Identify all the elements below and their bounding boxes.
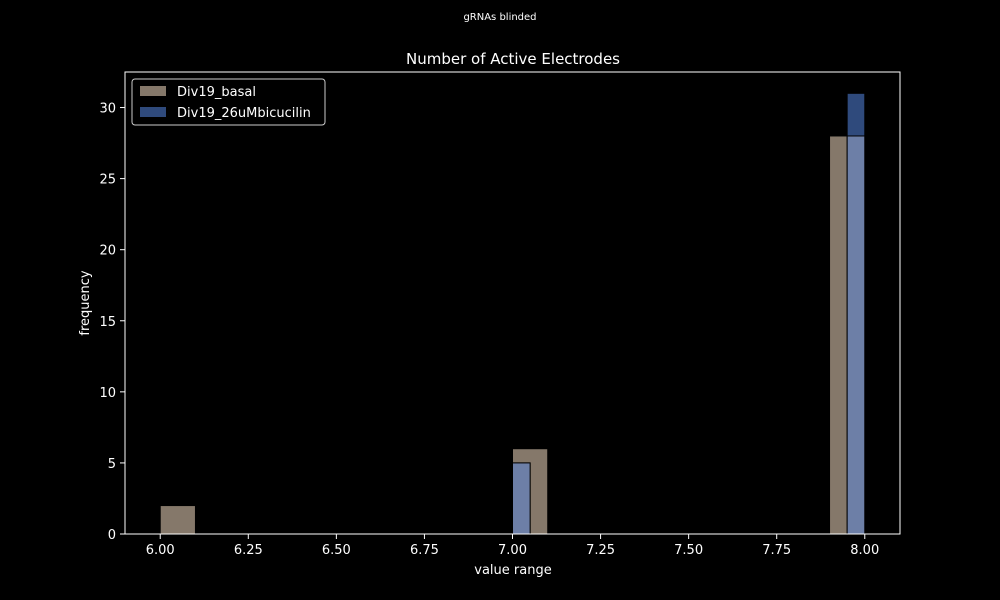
- y-tick-label: 25: [99, 173, 116, 188]
- y-tick-label: 10: [99, 386, 116, 401]
- x-axis-label: value range: [474, 563, 551, 578]
- x-tick-label: 7.75: [762, 543, 791, 558]
- x-tick-label: 8.00: [850, 543, 879, 558]
- y-tick-label: 30: [99, 102, 116, 117]
- histogram-bars: [159, 92, 866, 535]
- y-axis-ticks: 0 5 10 15 20 25 30: [99, 102, 125, 543]
- y-tick-label: 5: [108, 457, 116, 472]
- legend-label-div19-26umbicucilin: Div19_26uMbicucilin: [177, 106, 311, 121]
- chart-title: Number of Active Electrodes: [406, 50, 620, 68]
- x-tick-label: 7.25: [586, 543, 615, 558]
- figure-suptitle: gRNAs blinded: [463, 12, 536, 23]
- x-tick-label: 6.25: [234, 543, 263, 558]
- bar-overlap-1: [846, 135, 866, 535]
- y-tick-label: 15: [99, 315, 116, 330]
- x-tick-label: 6.50: [322, 543, 351, 558]
- legend-swatch-div19-26umbicucilin: [140, 107, 166, 117]
- bar-div19-basal-0: [159, 505, 196, 535]
- x-tick-label: 6.75: [410, 543, 439, 558]
- legend-swatch-div19-basal: [140, 86, 166, 96]
- y-axis-label: frequency: [78, 270, 93, 336]
- x-tick-label: 7.50: [674, 543, 703, 558]
- legend-label-div19-basal: Div19_basal: [177, 85, 256, 100]
- legend-frame: [131, 78, 326, 126]
- x-tick-label: 6.00: [146, 543, 175, 558]
- x-tick-label: 7.00: [498, 543, 527, 558]
- y-tick-label: 0: [108, 528, 116, 543]
- y-tick-label: 20: [99, 244, 116, 259]
- x-axis-ticks: 6.00 6.25 6.50 6.75 7.00 7.25 7.50 7.75 8.00: [146, 534, 879, 558]
- legend: Div19_basal Div19_26uMbicucilin: [131, 78, 326, 126]
- bar-overlap-0: [512, 462, 531, 535]
